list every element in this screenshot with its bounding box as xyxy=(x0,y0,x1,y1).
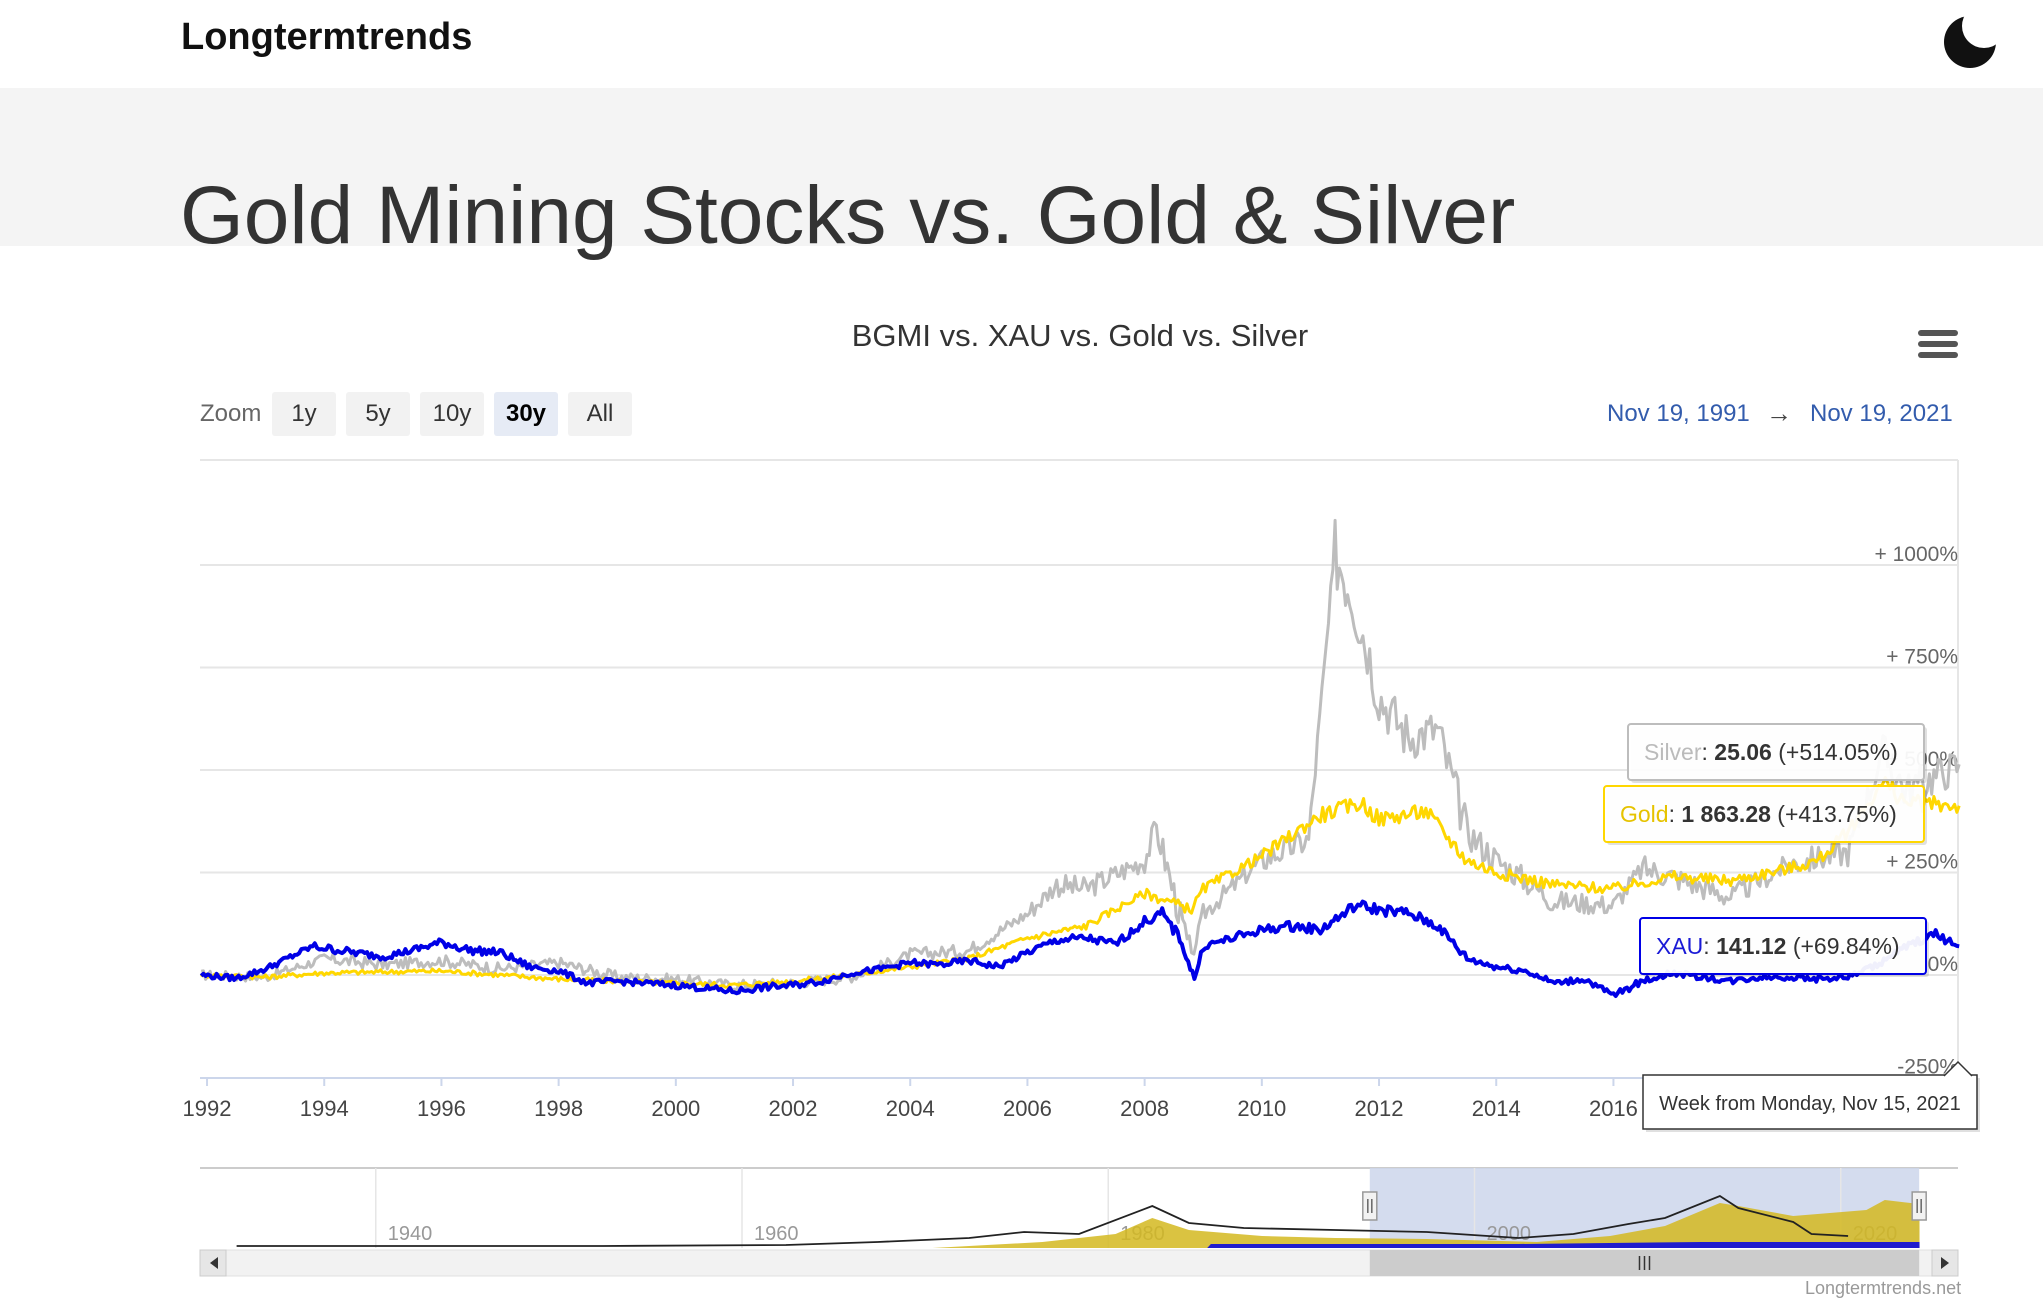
title-banner: Gold Mining Stocks vs. Gold & Silver xyxy=(0,88,2043,261)
tooltip-gold-box xyxy=(1603,785,1925,843)
chart-title: BGMI vs. XAU vs. Gold vs. Silver xyxy=(851,318,1309,353)
tooltip-date-pointer xyxy=(1943,1060,1973,1077)
x-tick-label: 1996 xyxy=(417,1096,466,1121)
tooltip-silver-box xyxy=(1627,723,1925,781)
zoom-label: Zoom xyxy=(200,400,262,427)
tooltip-silver-text: Silver: 25.06 (+514.05%) xyxy=(1644,739,1898,765)
tooltip-xau-text: XAU: 141.12 (+69.84%) xyxy=(1656,933,1900,959)
tooltip-gold-text: Gold: 1 863.28 (+413.75%) xyxy=(1620,801,1897,827)
x-tick-label: 2006 xyxy=(1003,1096,1052,1121)
chevron-right-icon xyxy=(1941,1257,1949,1269)
zoom-button-all[interactable]: All xyxy=(568,392,632,436)
navigator-year-label: 1940 xyxy=(388,1223,433,1245)
x-tick-label: 2010 xyxy=(1237,1096,1286,1121)
site-brand[interactable]: Longtermtrends xyxy=(181,16,473,58)
tooltip-date: Week from Monday, Nov 15, 2021 xyxy=(1642,1060,1980,1132)
tooltip-gold: Gold: 1 863.28 (+413.75%) xyxy=(1603,785,1927,845)
x-tick-label: 2012 xyxy=(1355,1096,1404,1121)
series-line-xau xyxy=(199,899,1960,998)
zoom-button-10y[interactable]: 10y xyxy=(420,392,484,436)
zoom-button-1y[interactable]: 1y xyxy=(272,392,336,436)
x-tick-label: 2016 xyxy=(1589,1096,1638,1121)
y-tick-label: + 750% xyxy=(1886,646,1958,669)
x-tick-label: 1992 xyxy=(183,1096,232,1121)
dark-mode-moon-icon[interactable] xyxy=(1942,12,2000,70)
navigator-line xyxy=(236,1194,1849,1247)
zoom-button-30y[interactable]: 30y xyxy=(494,392,558,436)
y-tick-label: + 250% xyxy=(1886,851,1958,874)
chart-menu-hamburger-icon[interactable] xyxy=(1918,330,1958,364)
x-tick-label: 2004 xyxy=(886,1096,935,1121)
tooltip-group: Silver: 25.06 (+514.05%) Gold: 1 863.28 (… xyxy=(1603,723,1980,1132)
x-axis-labels: 1992 1994 1996 1998 2000 2002 2004 2006 2008 2010… xyxy=(183,1078,1872,1121)
navigator-right-handle[interactable] xyxy=(1911,1191,1927,1221)
series-line-gold xyxy=(199,776,1961,989)
range-from-date[interactable]: Nov 19, 1991 xyxy=(1607,400,1750,427)
navigator-year-label: 1960 xyxy=(754,1223,799,1245)
navigator-xau-area xyxy=(1207,1242,1920,1248)
x-tick-label: 2000 xyxy=(651,1096,700,1121)
x-tick-label: 1994 xyxy=(300,1096,349,1121)
credit-link[interactable]: Longtermtrends.net xyxy=(1805,1278,1962,1298)
page-title: Gold Mining Stocks vs. Gold & Silver xyxy=(180,170,1516,261)
zoom-button-5y[interactable]: 5y xyxy=(346,392,410,436)
series-line-silver xyxy=(200,518,1961,992)
tooltip-silver: Silver: 25.06 (+514.05%) xyxy=(1627,723,1927,783)
range-arrow: → xyxy=(1766,398,1792,428)
y-tick-label: 0% xyxy=(1928,953,1958,976)
navigator-year-label: 2000 xyxy=(1487,1223,1532,1245)
x-tick-label: 2014 xyxy=(1472,1096,1521,1121)
navigator[interactable]: 19401960198020002020 xyxy=(199,1167,1959,1277)
x-tick-label: 1998 xyxy=(534,1096,583,1121)
tooltip-xau: XAU: 141.12 (+69.84%) xyxy=(1639,917,1929,977)
x-tick-label: 2002 xyxy=(769,1096,818,1121)
tooltip-date-text: Week from Monday, Nov 15, 2021 xyxy=(1659,1093,1961,1115)
y-tick-label: + 1000% xyxy=(1875,543,1959,566)
top-bar: Longtermtrends xyxy=(0,0,2043,88)
series-lines xyxy=(199,518,1961,998)
range-to-date[interactable]: Nov 19, 2021 xyxy=(1810,400,1953,427)
navigator-left-handle[interactable] xyxy=(1362,1191,1378,1221)
tooltip-xau-box xyxy=(1639,917,1927,975)
y-tick-label: -250% xyxy=(1897,1056,1958,1079)
tooltip-date-box xyxy=(1642,1074,1978,1130)
navigator-gold-area xyxy=(932,1200,1920,1248)
x-tick-label: 2008 xyxy=(1120,1096,1169,1121)
chevron-left-icon xyxy=(210,1257,218,1269)
